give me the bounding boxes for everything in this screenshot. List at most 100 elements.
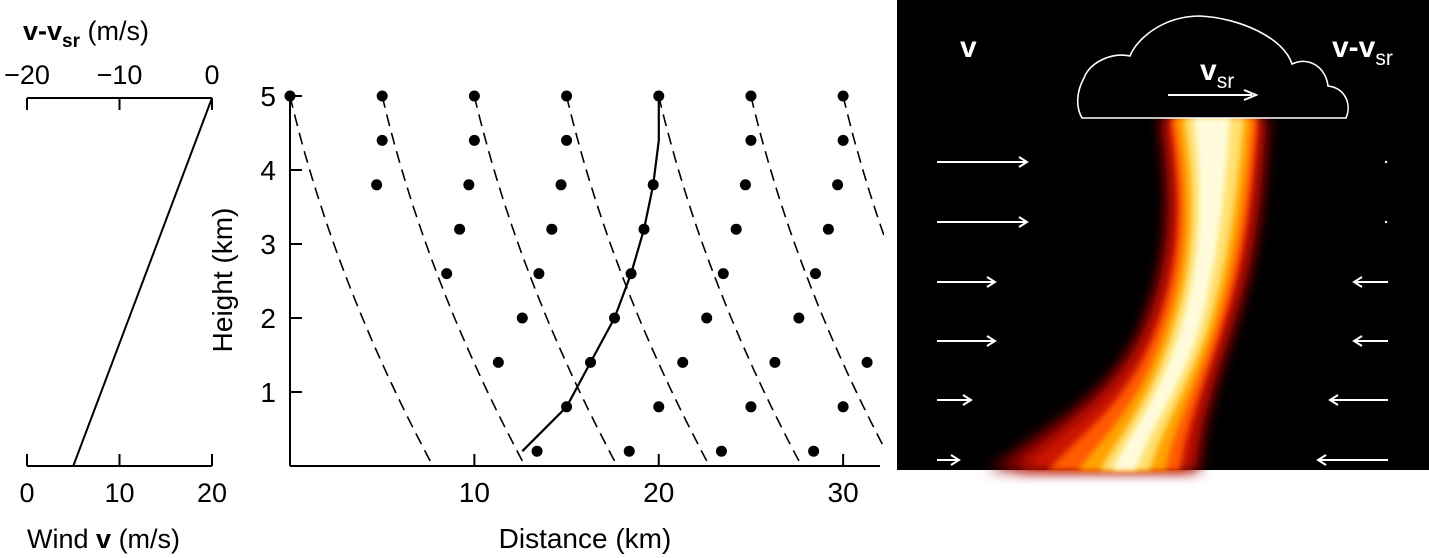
plume [990, 118, 1268, 470]
trajectory-point [623, 445, 635, 457]
y-tick-label: 4 [260, 155, 276, 186]
relative-wind-arrowhead [1316, 454, 1327, 466]
trajectory-point [533, 268, 545, 280]
dashed-curve [750, 95, 884, 450]
y-tick-label: 5 [260, 81, 276, 112]
dashed-curve [381, 95, 526, 466]
trajectory-point [653, 401, 665, 413]
trajectory-point [832, 179, 844, 191]
trajectory-point [371, 179, 383, 191]
wind-arrowhead [986, 276, 997, 288]
trajectory-point [638, 223, 650, 235]
left-velocity-label: v [960, 31, 977, 64]
trajectory-point [808, 445, 820, 457]
trajectory-points [284, 90, 873, 457]
top-axis-title: v-vsr (m/s) [23, 16, 149, 52]
y-axis-title: Height (km) [207, 208, 238, 353]
wind-arrowhead [1018, 216, 1029, 228]
right-velocity-label: v-vsr [1332, 31, 1393, 70]
trajectory-point [717, 268, 729, 280]
plume-core [1112, 118, 1230, 470]
dashed-curve [842, 95, 884, 238]
relative-wind-arrowhead [1352, 335, 1363, 347]
cloud-outline [1076, 15, 1349, 119]
cloud-velocity-arrowhead [1243, 89, 1259, 101]
relative-wind-arrowhead [1328, 394, 1339, 406]
trajectory-point [739, 179, 751, 191]
bottom-tick-label: 0 [19, 478, 34, 508]
trajectory-point [516, 312, 528, 324]
wind-arrowhead [1018, 156, 1029, 168]
trajectory-point [492, 356, 504, 368]
trajectory-point [730, 223, 742, 235]
y-tick-label: 3 [260, 229, 276, 260]
trajectory-point [561, 401, 573, 413]
trajectory-point [561, 134, 573, 146]
trajectory-point [463, 179, 475, 191]
y-tick-label: 2 [260, 303, 276, 334]
trajectory-point [701, 312, 713, 324]
x-tick-label: 10 [459, 477, 490, 508]
trajectory-point [546, 223, 558, 235]
bottom-tick-label: 10 [104, 478, 134, 508]
bottom-tick-label: 20 [197, 478, 227, 508]
trajectory-point [769, 356, 781, 368]
cloud-velocity-label: vsr [1200, 54, 1234, 93]
trajectory-point [653, 90, 665, 102]
trajectory-point [376, 90, 388, 102]
trajectory-point [468, 90, 480, 102]
trajectory-panel: 10 20 30 1 2 3 4 5 Distance (km) Height (km) [207, 81, 884, 554]
trajectory-point [715, 445, 727, 457]
dashed-curve [290, 95, 434, 466]
trajectory-point [822, 223, 834, 235]
wind-arrowhead [986, 335, 997, 347]
x-axis-title: Distance (km) [499, 523, 672, 554]
dashed-curve [658, 95, 803, 466]
relative-wind-dot [1384, 220, 1388, 224]
trajectory-point [531, 445, 543, 457]
trajectory-point [745, 401, 757, 413]
relative-wind-arrows [1316, 160, 1388, 466]
top-tick-label: −20 [4, 60, 50, 90]
wind-profile-panel: v-vsr (m/s) −20 −10 0 0 10 20 Wind v (m/s) [4, 16, 227, 554]
trajectory-point [837, 401, 849, 413]
y-axis-ticks: 1 2 3 4 5 [260, 81, 302, 408]
trajectory-point [647, 179, 659, 191]
relative-wind-dot [1384, 160, 1388, 164]
x-tick-label: 20 [643, 477, 674, 508]
trajectory-point [609, 312, 620, 324]
trajectory-point [861, 356, 873, 368]
trajectory-point [793, 312, 805, 324]
trajectory-point [837, 90, 849, 102]
trajectory-point [441, 268, 453, 280]
top-tick-label: −10 [97, 60, 143, 90]
wind-arrowhead [950, 454, 961, 466]
trajectory-point [677, 356, 689, 368]
trajectory-point [745, 134, 757, 146]
trajectory-point [376, 134, 388, 146]
bottom-axis-ticks: 0 10 20 [19, 454, 227, 508]
trajectory-point [454, 223, 466, 235]
wind-arrowhead [962, 394, 973, 406]
trajectory-point [585, 356, 597, 368]
x-axis-ticks: 10 20 30 [459, 454, 859, 508]
plume-panel: vsr v v-vsr [897, 0, 1429, 470]
trajectory-point [745, 90, 757, 102]
dashed-curve [473, 95, 619, 466]
trajectory-point [561, 90, 573, 102]
bottom-axis-title: Wind v (m/s) [27, 524, 180, 554]
ground-wind-arrows [937, 156, 1029, 466]
top-axis-ticks: −20 −10 0 [4, 60, 220, 110]
relative-wind-arrowhead [1352, 276, 1363, 288]
dashed-curves [290, 95, 884, 466]
wind-profile-line [72, 97, 213, 467]
dashed-curve [565, 95, 711, 466]
x-tick-label: 30 [828, 477, 859, 508]
trajectory-point [625, 268, 637, 280]
trajectory-point [468, 134, 480, 146]
top-tick-label: 0 [204, 60, 219, 90]
trajectory-point [555, 179, 567, 191]
trajectory-point [837, 134, 849, 146]
y-tick-label: 1 [260, 377, 276, 408]
